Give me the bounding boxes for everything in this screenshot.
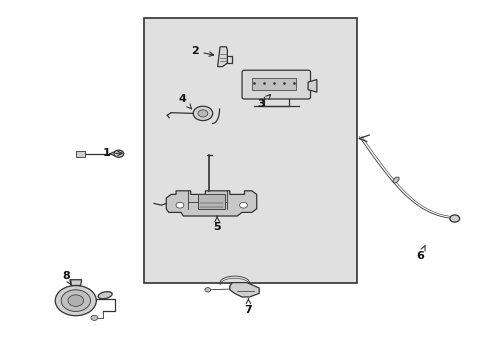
Ellipse shape [98,292,112,299]
Polygon shape [166,191,256,216]
Ellipse shape [392,177,398,183]
Circle shape [239,202,247,208]
Text: 1: 1 [102,148,122,158]
Polygon shape [217,47,227,67]
Circle shape [55,285,96,316]
Circle shape [193,106,212,121]
Polygon shape [229,283,259,297]
Circle shape [61,290,90,311]
Text: 7: 7 [244,299,252,315]
Bar [251,78,296,90]
Bar [198,194,224,209]
Bar [76,151,84,157]
Circle shape [198,110,207,117]
Text: 3: 3 [257,95,270,109]
Text: 8: 8 [62,271,71,284]
Circle shape [204,288,210,292]
Circle shape [449,215,459,222]
Circle shape [176,202,183,208]
Text: 5: 5 [213,216,221,232]
Polygon shape [70,280,81,285]
Circle shape [91,315,98,320]
FancyBboxPatch shape [242,70,310,99]
Text: 2: 2 [190,46,213,56]
Bar [144,18,356,283]
Polygon shape [307,80,316,92]
Text: 6: 6 [416,245,425,261]
Circle shape [68,295,83,306]
Circle shape [114,150,123,157]
Text: 4: 4 [179,94,191,109]
